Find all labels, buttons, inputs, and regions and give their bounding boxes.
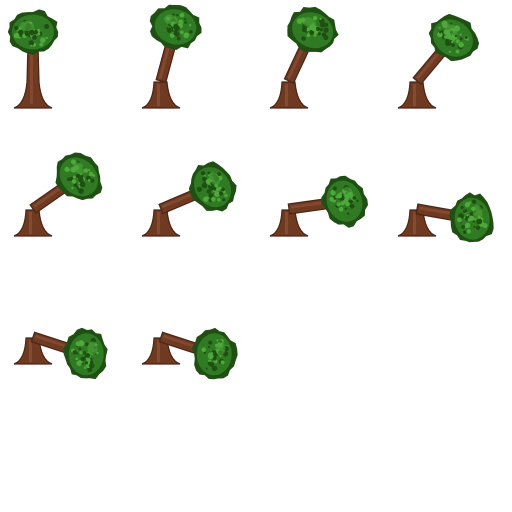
tree-sprite — [269, 6, 339, 109]
tree-sprite — [269, 175, 369, 237]
tree-sprite — [141, 327, 238, 380]
tree-frame-6 — [128, 128, 256, 256]
tree-frame-9 — [0, 256, 128, 384]
tree-sprite — [397, 192, 494, 243]
tree-frame-10 — [128, 256, 256, 384]
tree-frame-3 — [256, 0, 384, 128]
tree-frame-8 — [384, 128, 512, 256]
tree-frame-7 — [256, 128, 384, 256]
tree-sprite — [7, 9, 59, 109]
tree-sprite — [397, 13, 480, 109]
tree-frame-2 — [128, 0, 256, 128]
tree-sprite — [13, 327, 108, 380]
tree-frame-5 — [0, 128, 128, 256]
tree-sprite — [141, 161, 237, 237]
tree-frame-4 — [384, 0, 512, 128]
tree-sprite — [13, 152, 103, 237]
tree-sprite — [141, 4, 202, 109]
tree-frame-1 — [0, 0, 128, 128]
